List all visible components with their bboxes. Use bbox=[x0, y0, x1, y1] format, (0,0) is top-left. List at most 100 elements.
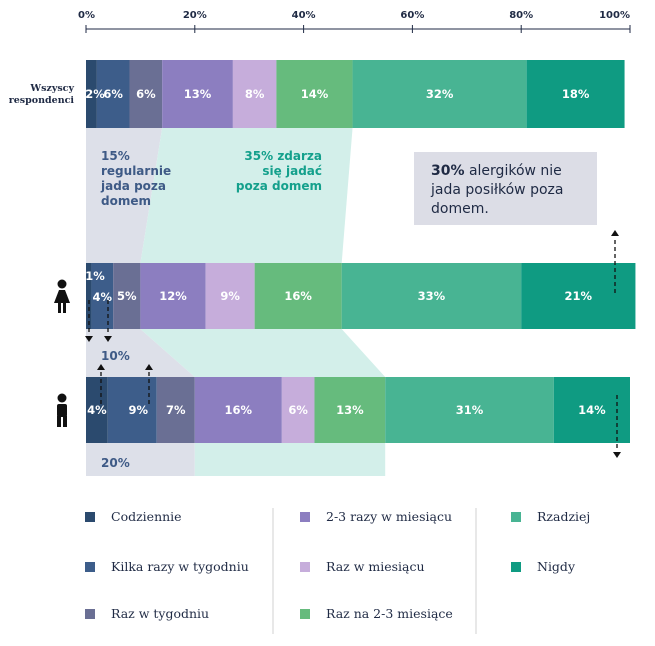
legend-item: Codziennie bbox=[85, 509, 182, 524]
legend-swatch bbox=[300, 562, 310, 572]
bar-segment bbox=[352, 60, 527, 128]
annotation-male-regular: 20% bbox=[101, 456, 130, 470]
x-tick-label: 80% bbox=[509, 10, 533, 21]
female-icon bbox=[54, 279, 70, 313]
arrow-up-icon bbox=[145, 364, 153, 370]
legend-item: Nigdy bbox=[511, 559, 576, 574]
data-label: 14% bbox=[301, 87, 329, 101]
legend-swatch bbox=[85, 562, 95, 572]
legend-swatch bbox=[85, 609, 95, 619]
x-axis: 0% 20% 40% 60% 80% 100% bbox=[78, 10, 631, 33]
callout-text: 30% alergików nie jada posiłków poza domem… bbox=[430, 163, 563, 217]
data-label: 6% bbox=[103, 87, 123, 101]
arrow-up-icon bbox=[97, 364, 105, 370]
bar-segment bbox=[521, 263, 636, 329]
bar-segment bbox=[162, 60, 233, 128]
arrow-up-icon bbox=[611, 230, 619, 236]
bar-segment bbox=[205, 263, 255, 329]
callout-box bbox=[414, 152, 597, 225]
data-label: 14% bbox=[578, 403, 606, 417]
legend-label: Codziennie bbox=[111, 509, 182, 524]
annotations: 15% regularnie jada poza domem 35% zdarza się… bbox=[85, 149, 621, 470]
data-label: 2% bbox=[85, 87, 105, 101]
legend-label: Raz w miesiącu bbox=[326, 559, 425, 574]
data-label: 6% bbox=[288, 403, 308, 417]
bar-segment bbox=[129, 60, 163, 128]
data-label: 12% bbox=[159, 289, 187, 303]
legend-item: 2-3 razy w miesiącu bbox=[300, 509, 452, 524]
bar-segment bbox=[194, 377, 282, 443]
legend-label: Kilka razy w tygodniu bbox=[111, 559, 249, 574]
share-bands bbox=[86, 128, 386, 476]
row-labels: Wszyscy respondenci bbox=[9, 83, 75, 427]
data-label: 9% bbox=[220, 289, 240, 303]
arrow-down-icon bbox=[85, 336, 93, 342]
bar-segment bbox=[156, 377, 195, 443]
bar-segment bbox=[91, 263, 114, 329]
legend-label: Nigdy bbox=[537, 559, 576, 574]
bar-segment bbox=[526, 60, 625, 128]
data-label: 32% bbox=[426, 87, 454, 101]
x-tick-label: 0% bbox=[78, 10, 95, 21]
bar-segment bbox=[86, 263, 92, 329]
data-label: 13% bbox=[184, 87, 212, 101]
x-tick-label: 60% bbox=[400, 10, 424, 21]
legend-item: Raz na 2-3 miesiące bbox=[300, 606, 453, 621]
bar-segment bbox=[314, 377, 386, 443]
legend-label: Raz w tygodniu bbox=[111, 606, 209, 621]
arrow-down-icon bbox=[613, 452, 621, 458]
sometimes-band-bottom bbox=[194, 443, 386, 476]
bar-segment bbox=[113, 263, 141, 329]
data-label: 7% bbox=[166, 403, 186, 417]
annotation-female-regular: 10% bbox=[101, 349, 130, 363]
x-tick-label: 100% bbox=[599, 10, 630, 21]
legend-item: Raz w tygodniu bbox=[85, 606, 209, 621]
bar-segment bbox=[140, 263, 206, 329]
legend-item: Kilka razy w tygodniu bbox=[85, 559, 249, 574]
data-label: 16% bbox=[284, 289, 312, 303]
bar-segment bbox=[86, 60, 97, 128]
data-label: 9% bbox=[128, 403, 148, 417]
bar-segment bbox=[86, 377, 108, 443]
legend-label: Rzadziej bbox=[537, 509, 590, 524]
x-tick-label: 20% bbox=[183, 10, 207, 21]
bars: 2%6% 6% 13% 8% 14% 32% 18%1%4% 5% 12% 9% 16% 33% 21%… bbox=[85, 60, 636, 443]
arrow-down-icon bbox=[104, 336, 112, 342]
bar-segment bbox=[281, 377, 315, 443]
data-label: 33% bbox=[418, 289, 446, 303]
male-icon bbox=[57, 393, 67, 427]
bar-segment bbox=[341, 263, 522, 329]
data-label: 16% bbox=[225, 403, 253, 417]
bar-segment bbox=[276, 60, 353, 128]
bar-segment bbox=[385, 377, 554, 443]
row-label-all: Wszyscy respondenci bbox=[9, 83, 75, 106]
data-label: 21% bbox=[565, 289, 593, 303]
regular-band-top bbox=[86, 128, 163, 263]
data-label: 18% bbox=[562, 87, 590, 101]
legend: Codziennie Kilka razy w tygodniu Raz w tyg… bbox=[85, 508, 590, 634]
data-label: 4% bbox=[93, 290, 113, 304]
sometimes-band-middle bbox=[140, 329, 386, 377]
data-label: 6% bbox=[136, 87, 156, 101]
annotation-regular: 15% regularnie jada poza domem bbox=[100, 149, 171, 208]
legend-item: Raz w miesiącu bbox=[300, 559, 425, 574]
bar-segment bbox=[254, 263, 342, 329]
annotation-sometimes: 35% zdarza się jadać poza domem bbox=[236, 149, 322, 193]
data-label: 8% bbox=[245, 87, 265, 101]
data-label: 31% bbox=[456, 403, 484, 417]
legend-swatch bbox=[511, 512, 521, 522]
sometimes-band-top bbox=[140, 128, 353, 263]
data-label: 5% bbox=[117, 289, 137, 303]
legend-swatch bbox=[511, 562, 521, 572]
bar-segment bbox=[96, 60, 130, 128]
legend-swatch bbox=[300, 609, 310, 619]
legend-item: Rzadziej bbox=[511, 509, 590, 524]
x-tick-label: 40% bbox=[292, 10, 316, 21]
data-label: 1% bbox=[85, 269, 105, 283]
legend-swatch bbox=[300, 512, 310, 522]
regular-band-bottom bbox=[86, 443, 195, 476]
bar-segment bbox=[232, 60, 277, 128]
regular-band-middle bbox=[86, 329, 195, 377]
legend-swatch bbox=[85, 512, 95, 522]
